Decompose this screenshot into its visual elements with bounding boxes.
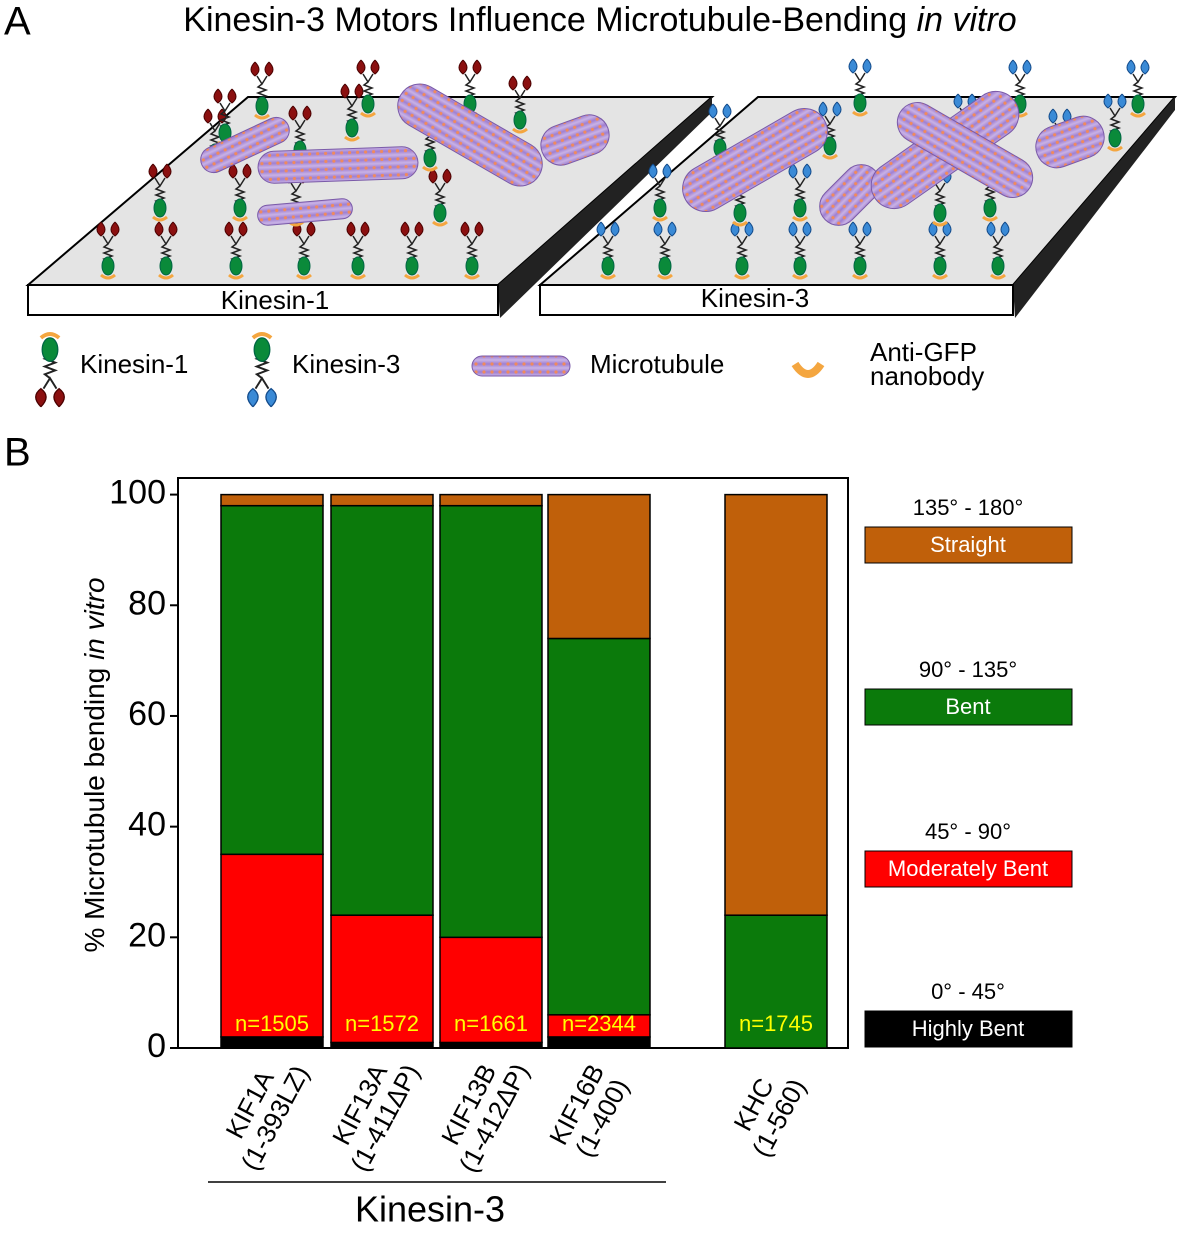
legend-label: Anti-GFP (870, 337, 977, 367)
y-tick-label: 0 (147, 1027, 166, 1065)
diagram-motors (95, 57, 1151, 280)
bar-segment (439, 936, 543, 1044)
microtubule-glyph (682, 108, 828, 212)
y-label-italic: in vitro (79, 577, 110, 659)
x-tick-label: KIF1A(1-393LZ) (209, 1047, 314, 1175)
surface-label: Kinesin-3 (701, 283, 809, 313)
microtubule-glyph (1035, 115, 1105, 169)
bar-segment (220, 493, 324, 507)
microtubule-glyph (200, 116, 290, 174)
bar-segment (547, 493, 651, 640)
y-tick-label: 100 (109, 474, 166, 512)
x-tick-label: KHC(1-560) (721, 1060, 812, 1162)
microtubule-glyph (896, 102, 1034, 198)
bar-segment (439, 504, 543, 939)
legend-label: Bent (945, 694, 990, 719)
y-tick-label: 20 (128, 916, 166, 954)
legend-label: Moderately Bent (888, 856, 1048, 881)
title-text: Kinesin-3 Motors Influence Microtubule-B… (183, 1, 907, 39)
legend-swatch (864, 526, 1073, 564)
bar-segment (547, 637, 651, 1016)
y-axis-label: % Microtubule bending in vitro (79, 577, 110, 952)
legend-a: Kinesin-1 Kinesin-3 Microtubule Anti-GFP… (33, 332, 984, 409)
panel-label: B (4, 431, 31, 475)
legend-swatch (864, 1010, 1073, 1048)
microtubule-glyph (819, 164, 881, 226)
bar-segment (330, 504, 434, 916)
x-tick-label: KIF13B(1-412ΔP) (427, 1045, 534, 1177)
legend-label: nanobody (870, 361, 984, 391)
surface-label: Kinesin-1 (221, 285, 329, 315)
legend-swatch (864, 850, 1073, 888)
legend-swatch (864, 688, 1073, 726)
y-tick-label: 80 (128, 584, 166, 622)
bar-segment (220, 1036, 324, 1049)
panel-label: A (4, 0, 31, 44)
legend-range: 45° - 90° (925, 819, 1011, 844)
x-tick-label: KIF16B(1-400) (543, 1059, 635, 1163)
legend-range: 90° - 135° (919, 657, 1017, 682)
microtubule-glyph (257, 146, 419, 184)
sample-size: n=1661 (454, 1011, 528, 1036)
bar-segment (330, 914, 434, 1044)
bar-segment (439, 493, 543, 507)
sample-size: n=1572 (345, 1011, 419, 1036)
microtubule-glyph (540, 114, 610, 166)
legend-label: Microtubule (590, 349, 724, 379)
y-tick-label: 60 (128, 695, 166, 733)
legend-label: Kinesin-3 (292, 349, 400, 379)
legend-label: Straight (930, 532, 1006, 557)
bar-segment (220, 504, 324, 856)
bar-segment (724, 914, 828, 1049)
sample-size: n=1505 (235, 1011, 309, 1036)
y-tick-label: 40 (128, 806, 166, 844)
microtubule-glyph (257, 198, 353, 226)
bar-segment (330, 1041, 434, 1049)
sample-size: n=2344 (562, 1011, 636, 1036)
x-tick-label: KIF13A(1-411ΔP) (319, 1046, 425, 1176)
legend-label: Highly Bent (912, 1016, 1025, 1041)
microtubule-glyph (397, 83, 543, 187)
plot: 0 20 40 60 80 100 n=1505 KIF1A(1-393LZ) n=1572 KI… (109, 474, 1073, 1177)
title-italic: in vitro (917, 1, 1017, 39)
y-label-text: % Microtubule bending (79, 668, 110, 953)
bar-segment (330, 493, 434, 507)
group-label: Kinesin-3 (355, 1189, 505, 1230)
bar-segment (547, 1036, 651, 1049)
panel-title: Kinesin-3 Motors Influence Microtubule-B… (183, 1, 1016, 39)
bar-segment (439, 1041, 543, 1049)
legend-range: 0° - 45° (931, 979, 1005, 1004)
sample-size: n=1745 (739, 1011, 813, 1036)
legend-range: 135° - 180° (913, 495, 1024, 520)
bar-segment (220, 853, 324, 1038)
bar-segment (724, 493, 828, 916)
legend-label: Kinesin-1 (80, 349, 188, 379)
